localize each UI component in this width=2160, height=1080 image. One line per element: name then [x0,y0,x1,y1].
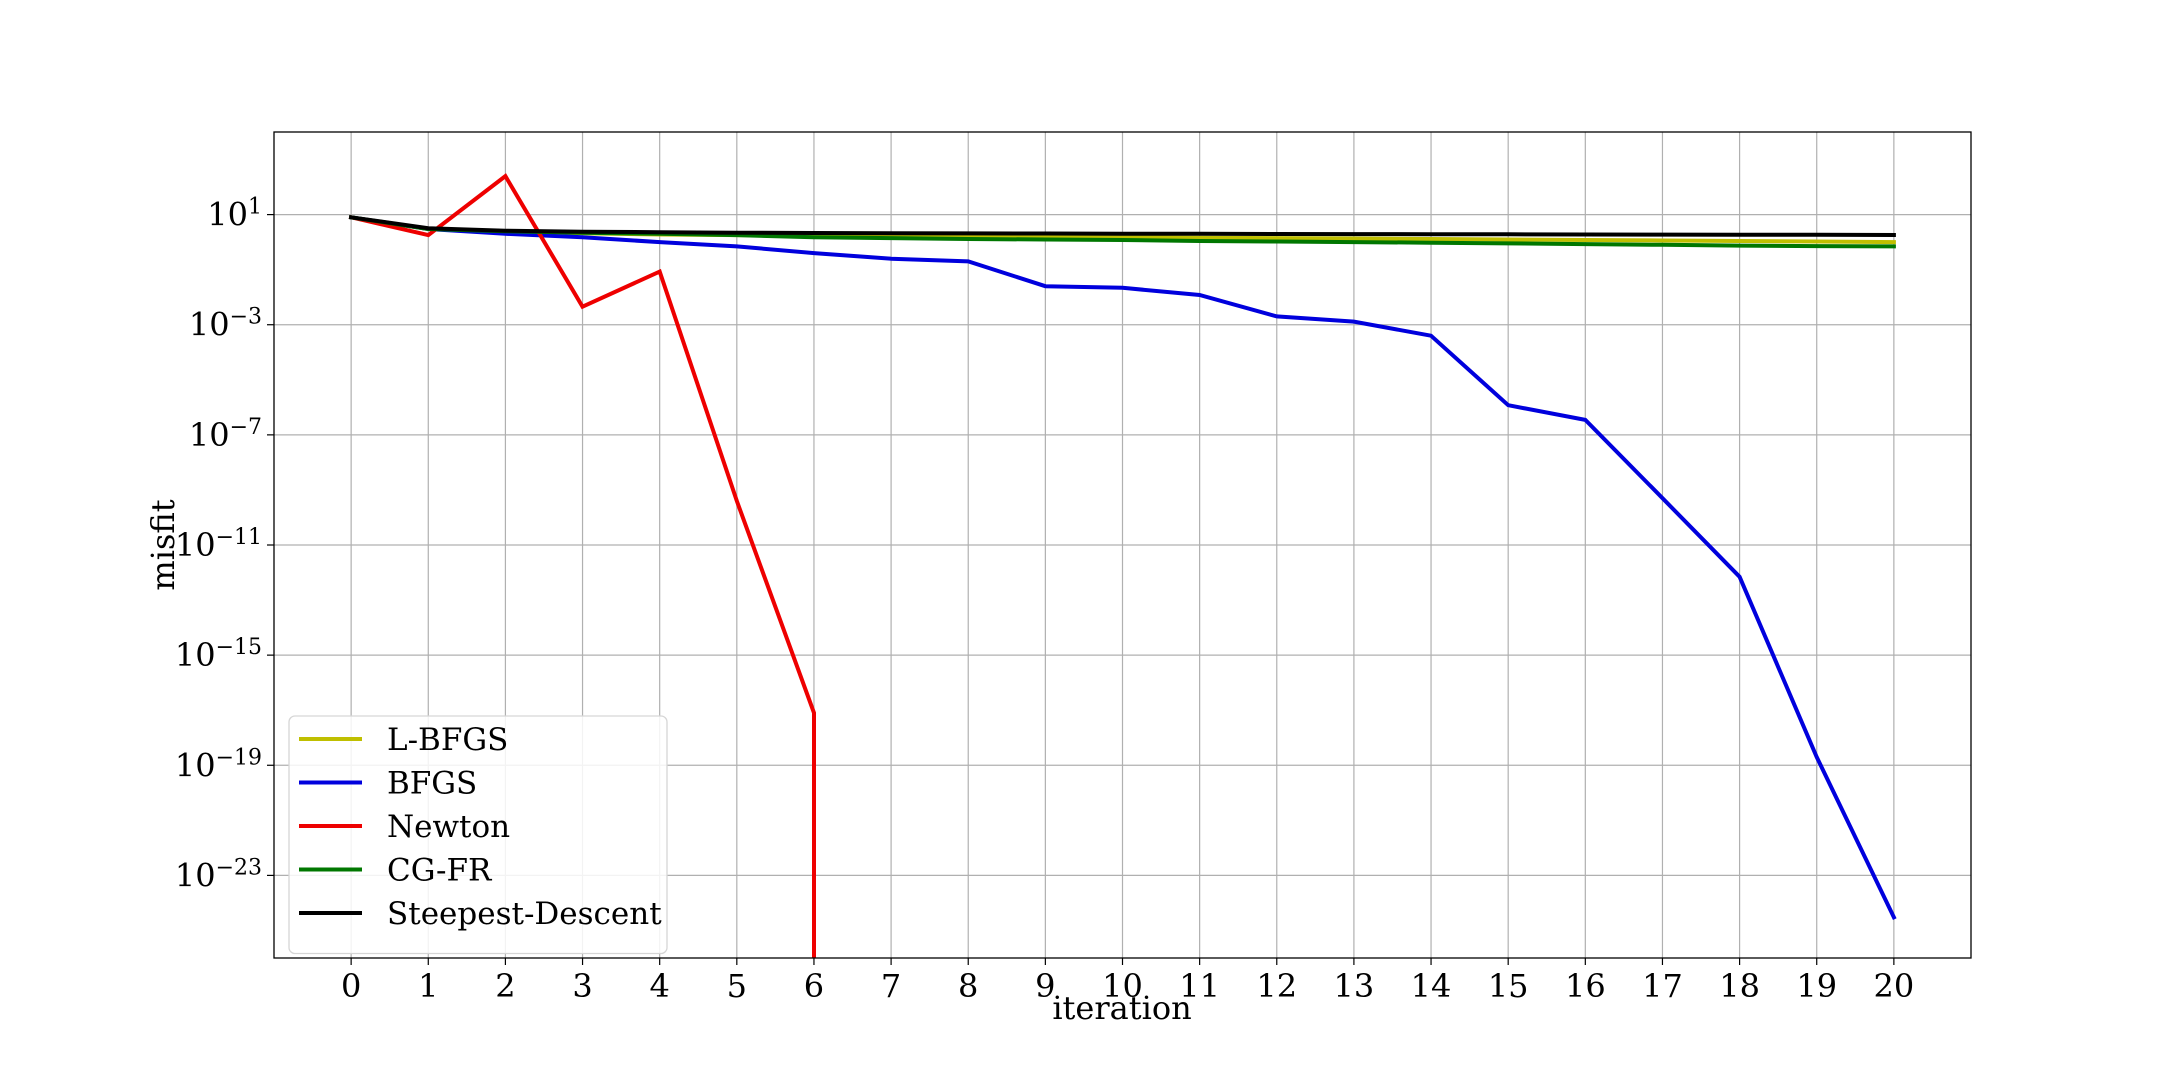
y-tick-label: 10−3 [189,304,262,344]
x-tick-label: 0 [341,967,361,1005]
y-tick-label: 10−19 [175,745,262,785]
series-line-bfgs [348,215,1897,920]
x-tick-label: 8 [958,967,978,1005]
x-tick-label: 6 [804,967,824,1005]
x-tick-label: 11 [1179,967,1220,1005]
x-tick-label: 1 [418,967,438,1005]
legend-label-cg-fr: CG-FR [387,853,493,889]
x-tick-label: 19 [1796,967,1837,1005]
legend-label-steepest-descent: Steepest-Descent [387,896,662,932]
y-tick-label: 10−23 [175,855,262,895]
series-line-steepest-descent [348,215,1896,238]
legend-label-bfgs: BFGS [387,766,477,802]
y-tick-label: 10−11 [175,525,262,565]
legend-label-l-bfgs: L-BFGS [387,722,508,758]
y-tick-label: 101 [207,194,262,234]
x-tick-label: 14 [1411,967,1452,1005]
y-tick-label: 10−7 [189,414,262,454]
legend-box [288,715,668,955]
x-tick-label: 20 [1874,967,1915,1005]
x-axis-label: iteration [1052,989,1191,1027]
grid [274,132,1971,958]
x-tick-label: 15 [1488,967,1529,1005]
series-layer [348,173,1897,958]
x-tick-label: 2 [495,967,515,1005]
x-tick-label: 5 [727,967,747,1005]
x-tick-label: 9 [1035,967,1055,1005]
legend: L-BFGS BFGS Newton CG-FR Steepest-Descent [288,715,668,955]
y-axis-label: misfit [144,499,182,590]
x-tick-label: 13 [1334,967,1375,1005]
x-tick-label: 7 [881,967,901,1005]
legend-label-newton: Newton [387,809,510,845]
y-axis: 101 10−3 10−7 10−11 10−15 10−19 10−23 [175,194,274,894]
x-tick-label: 12 [1256,967,1297,1005]
x-tick-label: 17 [1642,967,1683,1005]
x-tick-label: 10 [1102,967,1143,1005]
y-tick-label: 10−15 [175,635,262,675]
x-tick-label: 18 [1719,967,1760,1005]
series-line-newton [348,173,816,958]
x-tick-label: 4 [650,967,670,1005]
x-axis: 0 1 2 3 4 5 6 7 8 9 10 11 12 13 14 15 16 17 18 19 20 [341,958,1914,1005]
x-tick-label: 16 [1565,967,1606,1005]
x-tick-label: 3 [572,967,592,1005]
